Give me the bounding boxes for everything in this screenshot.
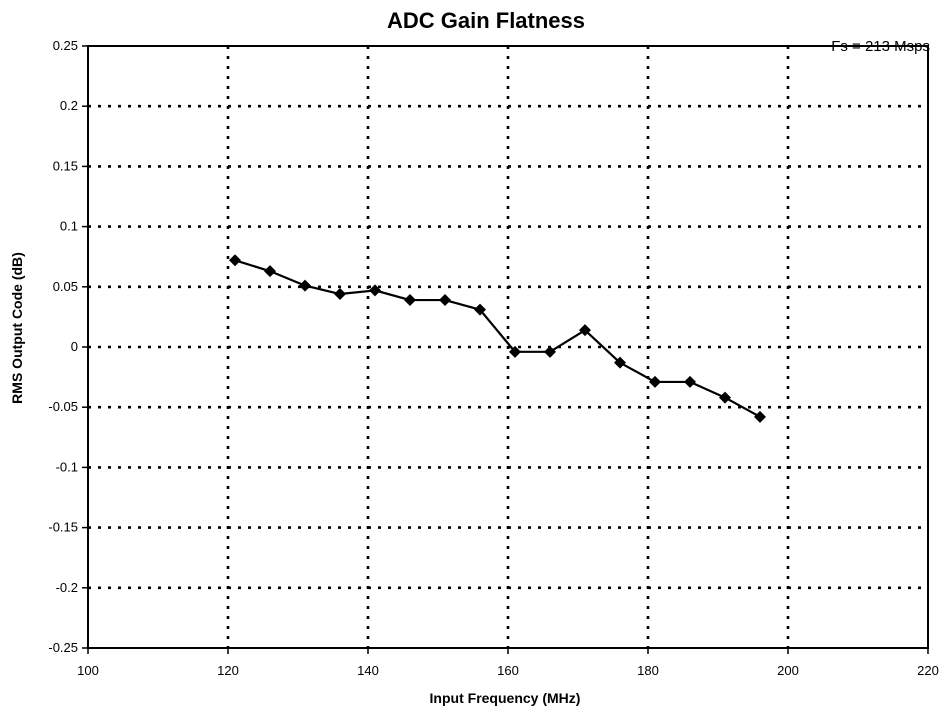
y-tick-label: -0.25 bbox=[48, 640, 78, 655]
y-tick-label: -0.05 bbox=[48, 399, 78, 414]
x-tick-label: 200 bbox=[777, 663, 799, 678]
data-point bbox=[229, 254, 241, 267]
x-axis-title: Input Frequency (MHz) bbox=[430, 690, 581, 706]
y-tick-label: 0.25 bbox=[53, 38, 78, 53]
data-point bbox=[649, 375, 661, 388]
data-point bbox=[404, 294, 416, 307]
y-tick-label: -0.15 bbox=[48, 520, 78, 535]
x-tick-label: 140 bbox=[357, 663, 379, 678]
data-point bbox=[754, 410, 766, 423]
data-point bbox=[684, 375, 696, 388]
data-point bbox=[334, 288, 346, 301]
data-point bbox=[369, 284, 381, 297]
data-point bbox=[474, 303, 486, 316]
y-tick-label: -0.1 bbox=[56, 459, 78, 474]
y-axis-title: RMS Output Code (dB) bbox=[9, 252, 25, 404]
data-point bbox=[719, 391, 731, 404]
data-point bbox=[544, 345, 556, 358]
data-point bbox=[509, 345, 521, 358]
y-tick-label: 0 bbox=[71, 339, 78, 354]
data-point bbox=[614, 356, 626, 369]
plot-area: 0.25 0.2 0.15 0.1 0.05 0 -0.05 -0.1 -0.15 -0.2 -0.… bbox=[48, 38, 938, 678]
series-line bbox=[234, 259, 761, 418]
y-tick-label: 0.2 bbox=[60, 98, 78, 113]
y-tick-label: 0.1 bbox=[60, 219, 78, 234]
data-point bbox=[299, 279, 311, 292]
y-tick-label: 0.05 bbox=[53, 279, 78, 294]
x-tick-label: 120 bbox=[217, 663, 239, 678]
x-tick-label: 180 bbox=[637, 663, 659, 678]
chart-title: ADC Gain Flatness bbox=[387, 8, 585, 33]
y-tick-label: -0.2 bbox=[56, 580, 78, 595]
x-tick-label: 160 bbox=[497, 663, 519, 678]
data-point bbox=[264, 265, 276, 278]
data-point bbox=[579, 324, 591, 337]
x-tick-label: 100 bbox=[77, 663, 99, 678]
data-point bbox=[439, 294, 451, 307]
x-tick-label: 220 bbox=[917, 663, 939, 678]
y-tick-label: 0.15 bbox=[53, 158, 78, 173]
